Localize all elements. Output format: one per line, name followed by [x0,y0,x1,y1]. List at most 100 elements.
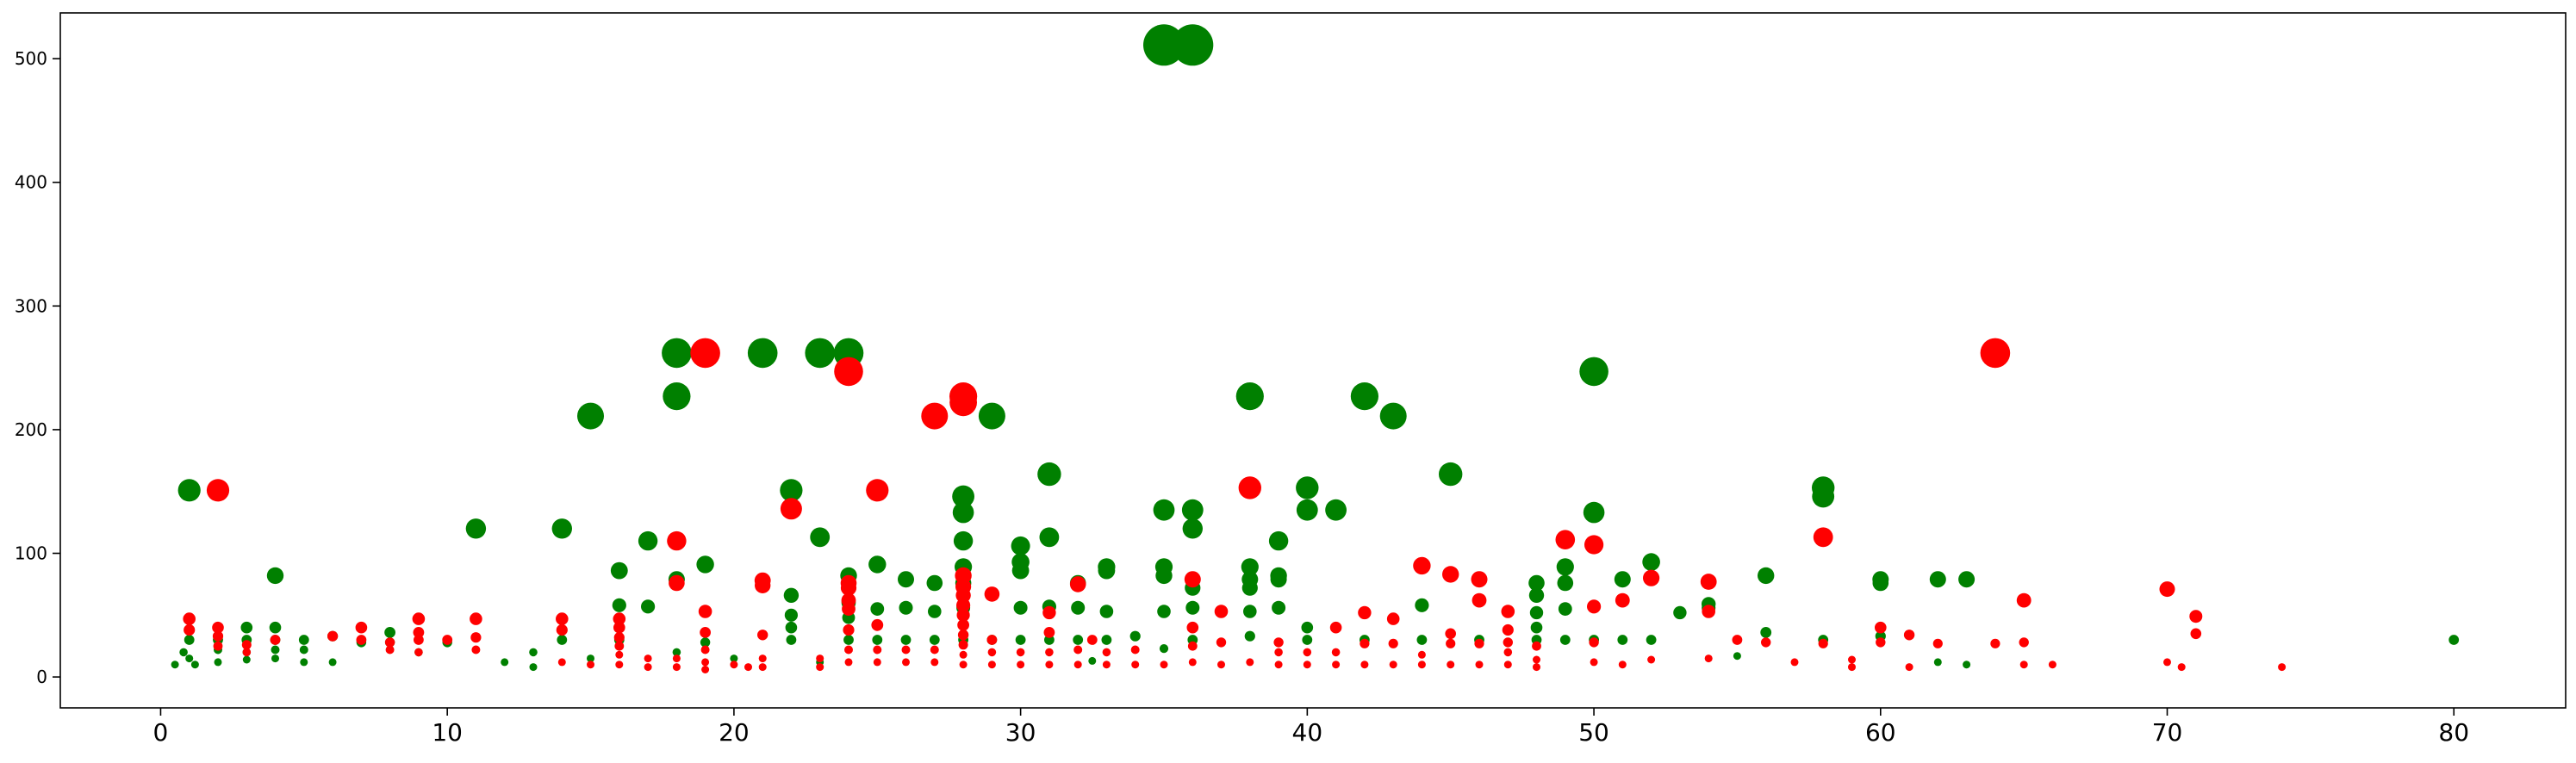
data-point-s1-175 [2019,661,2028,669]
data-point-s1-137 [1360,638,1370,648]
data-point-s1-25 [1615,592,1630,608]
data-point-s0-148 [1416,635,1428,645]
data-point-s0-54 [1379,402,1407,430]
y-tick-label: 200 [15,419,47,440]
data-point-s0-84 [240,621,253,634]
data-point-s1-34 [2190,628,2202,640]
data-point-s1-109 [1017,661,1025,669]
data-point-s1-76 [744,663,752,672]
data-point-s0-131 [1071,600,1086,615]
data-point-s0-87 [242,655,251,664]
data-point-s0-73 [1958,571,1976,588]
data-point-s0-27 [978,402,1005,430]
data-point-s0-0 [177,479,201,502]
data-point-s1-104 [959,661,968,669]
data-point-s0-147 [1415,598,1429,612]
data-point-s1-158 [1590,658,1598,667]
data-point-s1-17 [1238,476,1262,499]
data-point-s0-51 [1296,499,1318,521]
data-point-s1-81 [755,577,771,593]
data-point-s1-149 [1475,661,1484,669]
data-point-s0-74 [1143,24,1185,66]
data-point-s0-107 [612,598,626,612]
data-point-s1-166 [1848,655,1856,664]
data-point-s1-0 [206,479,230,502]
data-point-s1-86 [842,602,856,616]
data-point-s1-51 [414,648,423,657]
data-point-s0-90 [271,645,280,654]
data-point-s1-89 [844,658,853,667]
data-point-s1-30 [1980,338,2011,369]
data-point-s1-61 [613,621,625,634]
data-point-s0-119 [870,602,885,616]
data-point-s1-26 [1643,569,1660,586]
data-point-s1-2 [669,574,685,592]
data-point-s0-11 [696,555,714,574]
data-point-s1-57 [556,623,568,636]
data-point-s0-13 [780,479,803,502]
data-point-s0-1 [266,567,284,585]
data-point-s1-161 [1704,654,1713,663]
data-point-s1-66 [644,654,652,663]
data-point-s0-156 [1646,635,1657,645]
data-point-s0-121 [899,600,913,615]
data-point-s1-179 [2278,663,2287,672]
data-point-s1-16 [1214,605,1229,618]
data-point-s1-48 [412,612,426,625]
data-point-s0-57 [1528,587,1545,603]
data-point-s0-69 [1812,485,1835,508]
data-point-s0-105 [557,635,568,645]
data-point-s1-19 [1442,566,1459,583]
data-point-s0-56 [1528,574,1545,592]
data-point-s1-163 [1761,637,1771,648]
data-point-s1-93 [901,645,911,654]
data-point-s0-2 [465,518,487,539]
data-point-s1-60 [613,612,626,625]
data-point-s1-69 [672,663,681,672]
data-point-s1-145 [1446,638,1456,648]
data-point-s1-136 [1358,605,1372,620]
data-point-s1-133 [1329,621,1342,634]
data-point-s0-37 [1153,499,1175,521]
data-point-s1-33 [2189,610,2203,623]
data-point-s1-116 [1086,635,1098,645]
data-point-s0-76 [171,661,179,669]
x-tick-label: 20 [719,718,750,747]
data-point-s1-139 [1386,612,1400,625]
data-point-s1-68 [672,654,681,663]
data-point-s1-83 [816,663,824,672]
data-point-s0-112 [784,608,799,622]
data-point-s1-31 [2016,592,2032,608]
data-point-s1-15 [1184,571,1201,588]
data-point-s1-129 [1274,648,1283,657]
data-point-s1-44 [355,621,368,634]
data-point-s0-120 [872,635,883,645]
x-axis: 0 10 20 30 40 50 60 70 80 [153,708,2469,747]
y-tick-label: 500 [15,48,47,69]
data-point-s1-125 [1216,637,1227,648]
data-point-s0-93 [299,645,308,654]
data-point-s0-92 [298,635,309,645]
data-point-s0-63 [1614,571,1631,588]
data-point-s0-4 [577,402,604,430]
data-point-s0-106 [587,654,594,663]
data-point-s1-165 [1818,638,1828,648]
data-point-s1-55 [471,645,481,654]
data-point-s0-28 [1011,536,1030,555]
data-point-s0-60 [1557,574,1574,592]
data-point-s0-122 [900,635,912,645]
data-point-s1-71 [700,627,711,638]
data-point-s0-96 [328,658,337,667]
data-point-s1-157 [1589,637,1599,648]
data-point-s1-141 [1389,661,1397,669]
data-point-s1-74 [701,666,710,673]
data-point-s0-104 [529,663,538,672]
data-point-s0-98 [384,627,395,638]
data-point-s0-40 [1181,499,1204,521]
data-point-s1-155 [1533,655,1540,664]
data-point-s1-107 [987,661,996,669]
data-point-s0-139 [1185,600,1200,615]
data-point-s1-23 [1584,535,1604,555]
data-point-s1-95 [930,645,939,654]
data-point-s0-145 [1302,635,1313,645]
